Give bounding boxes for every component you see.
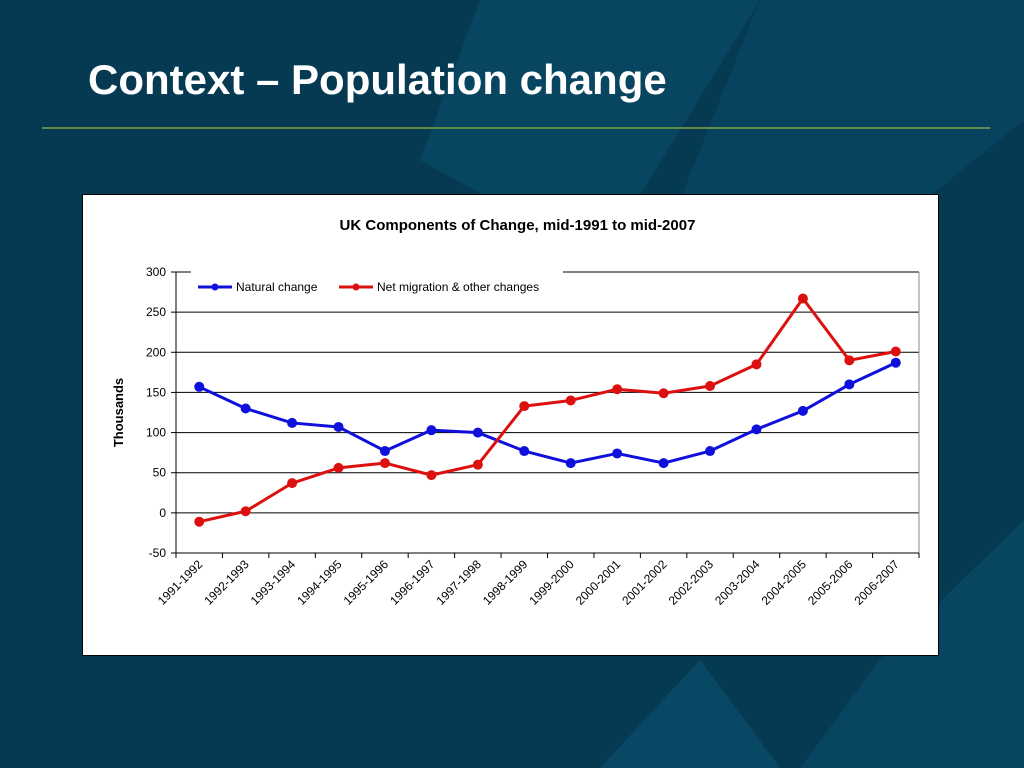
legend-label: Natural change [236,280,318,294]
data-point [379,446,390,457]
y-tick-label: 0 [159,506,166,520]
data-point [565,395,576,406]
x-tick-label: 2004-2005 [759,557,810,608]
y-tick-label: 250 [146,305,166,319]
chart-frame: UK Components of Change, mid-1991 to mid… [82,194,939,656]
data-point [287,478,298,489]
data-point [426,470,437,481]
x-tick-label: 2000-2001 [573,557,624,608]
data-point [333,421,344,432]
y-axis-title: Thousands [111,378,126,447]
x-tick-label: 1998-1999 [480,557,531,608]
series-line [198,296,897,524]
x-tick-label: 1997-1998 [433,557,484,608]
line-chart: UK Components of Change, mid-1991 to mid… [111,217,920,608]
data-point [797,293,808,304]
data-point [612,448,623,459]
data-point [844,379,855,390]
y-tick-label: 200 [146,345,166,359]
data-point [472,427,483,438]
data-point [797,405,808,416]
x-tick-label: 1991-1992 [155,557,206,608]
data-point [194,381,205,392]
x-tick-label: 2003-2004 [712,557,763,608]
x-tick-label: 1992-1993 [201,557,252,608]
x-tick-label: 1993-1994 [248,557,299,608]
data-point [379,458,390,469]
x-tick-label: 2005-2006 [805,557,856,608]
chart-title: UK Components of Change, mid-1991 to mid… [340,217,696,234]
data-point [194,516,205,527]
data-point [751,424,762,435]
data-point [612,384,623,395]
x-tick-label: 1994-1995 [294,557,345,608]
data-point [890,357,901,368]
data-point [519,401,530,412]
x-tick-label: 2001-2002 [619,557,670,608]
series-line [198,361,897,465]
data-point [751,359,762,370]
legend-marker [211,283,219,291]
data-point [240,403,251,414]
y-tick-label: 150 [146,385,166,399]
y-tick-label: 300 [146,265,166,279]
data-point [658,458,669,469]
data-point [705,381,716,392]
x-tick-label: 1999-2000 [526,557,577,608]
y-tick-label: -50 [149,546,167,560]
legend-box [191,271,563,299]
data-point [844,355,855,366]
legend-label: Net migration & other changes [377,280,539,294]
data-point [472,459,483,470]
data-point [890,346,901,357]
y-tick-label: 50 [153,466,167,480]
title-divider [42,127,990,129]
data-point [240,506,251,517]
data-point [426,425,437,436]
x-tick-label: 2002-2003 [666,557,717,608]
x-tick-label: 1995-1996 [341,557,392,608]
data-point [658,388,669,399]
legend-marker [352,283,360,291]
x-tick-label: 2006-2007 [851,557,902,608]
x-tick-label: 1996-1997 [387,557,438,608]
data-point [333,462,344,473]
data-point [519,446,530,457]
y-tick-label: 100 [146,426,166,440]
data-point [705,446,716,457]
slide-title: Context – Population change [88,56,667,103]
data-point [287,417,298,428]
data-point [565,458,576,469]
